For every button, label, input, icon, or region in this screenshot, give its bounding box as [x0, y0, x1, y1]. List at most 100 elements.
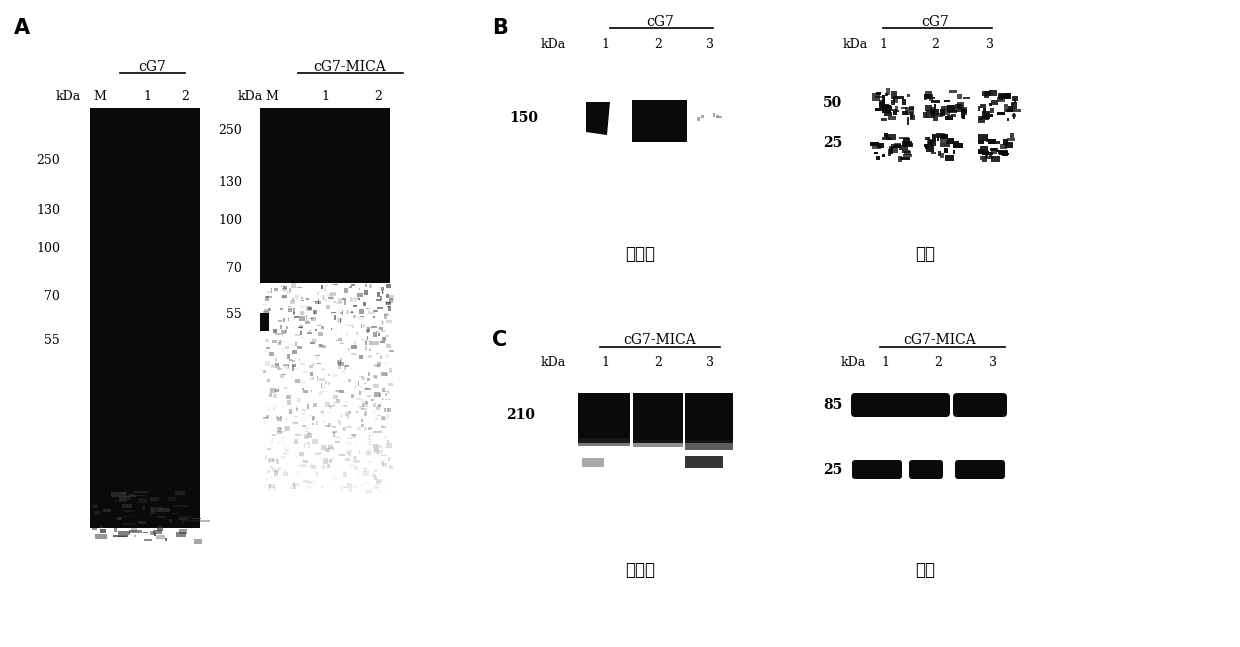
- Bar: [632, 440, 683, 447]
- Bar: [273, 433, 275, 437]
- Bar: [990, 152, 992, 156]
- Bar: [985, 91, 990, 98]
- Bar: [339, 437, 342, 441]
- Bar: [893, 96, 898, 104]
- Bar: [875, 157, 880, 160]
- Bar: [316, 355, 320, 360]
- Bar: [384, 391, 387, 393]
- Bar: [278, 431, 283, 434]
- Bar: [382, 292, 384, 294]
- Bar: [381, 461, 384, 465]
- Bar: [267, 296, 272, 298]
- Bar: [940, 137, 947, 143]
- Bar: [382, 320, 383, 325]
- Bar: [352, 314, 356, 318]
- Bar: [370, 341, 373, 345]
- Bar: [379, 341, 384, 343]
- Bar: [296, 408, 299, 411]
- Bar: [306, 306, 311, 311]
- Bar: [339, 389, 345, 393]
- Bar: [336, 399, 340, 402]
- Bar: [91, 108, 200, 528]
- Bar: [100, 526, 103, 527]
- Bar: [326, 305, 330, 309]
- Bar: [365, 342, 367, 345]
- Bar: [951, 114, 956, 117]
- Bar: [388, 457, 389, 461]
- Bar: [298, 346, 303, 349]
- Bar: [988, 139, 996, 144]
- Bar: [926, 110, 935, 118]
- Bar: [924, 94, 929, 99]
- Bar: [316, 377, 319, 380]
- Bar: [1002, 94, 1006, 96]
- Bar: [373, 444, 378, 448]
- Polygon shape: [587, 102, 610, 135]
- Bar: [293, 298, 294, 302]
- Bar: [367, 329, 368, 333]
- Bar: [342, 427, 346, 430]
- Bar: [978, 150, 988, 155]
- Bar: [322, 421, 325, 423]
- Bar: [129, 494, 135, 496]
- Bar: [982, 91, 991, 96]
- FancyBboxPatch shape: [852, 460, 901, 479]
- Bar: [954, 144, 963, 148]
- Bar: [294, 316, 299, 318]
- Bar: [332, 375, 337, 377]
- Bar: [350, 298, 352, 302]
- Bar: [295, 406, 296, 409]
- Bar: [940, 134, 949, 139]
- Bar: [174, 505, 186, 507]
- Bar: [273, 468, 277, 472]
- Bar: [386, 335, 388, 337]
- Bar: [356, 476, 362, 479]
- Bar: [286, 350, 289, 353]
- Bar: [363, 430, 365, 431]
- Bar: [387, 414, 389, 418]
- Bar: [362, 324, 366, 327]
- Bar: [376, 406, 381, 410]
- Bar: [331, 405, 335, 408]
- Bar: [345, 289, 348, 293]
- Bar: [362, 399, 365, 403]
- Bar: [341, 486, 345, 488]
- Bar: [342, 406, 347, 408]
- Bar: [900, 157, 910, 160]
- Bar: [926, 97, 935, 99]
- Bar: [872, 144, 880, 149]
- Bar: [1007, 109, 1014, 112]
- Bar: [890, 100, 895, 105]
- Bar: [265, 291, 272, 293]
- Bar: [295, 334, 301, 336]
- Bar: [1008, 105, 1013, 112]
- Bar: [311, 377, 314, 379]
- Bar: [358, 298, 360, 300]
- Bar: [356, 333, 358, 335]
- Bar: [934, 104, 936, 110]
- Bar: [273, 329, 278, 333]
- Bar: [383, 314, 387, 319]
- Bar: [582, 458, 604, 467]
- Bar: [999, 153, 1009, 155]
- Bar: [371, 434, 372, 437]
- Bar: [365, 481, 368, 483]
- Bar: [1001, 150, 1008, 154]
- Bar: [320, 389, 324, 393]
- Bar: [336, 390, 341, 392]
- Bar: [901, 149, 909, 153]
- Bar: [180, 529, 186, 534]
- Bar: [358, 316, 363, 320]
- Bar: [383, 417, 387, 421]
- Bar: [339, 468, 340, 469]
- Bar: [281, 435, 285, 439]
- Bar: [363, 411, 367, 416]
- Bar: [1002, 151, 1008, 157]
- Bar: [383, 313, 389, 316]
- Bar: [317, 325, 320, 326]
- Bar: [299, 359, 300, 360]
- Bar: [377, 450, 383, 454]
- Bar: [267, 415, 269, 418]
- Bar: [381, 331, 384, 332]
- Bar: [367, 336, 368, 340]
